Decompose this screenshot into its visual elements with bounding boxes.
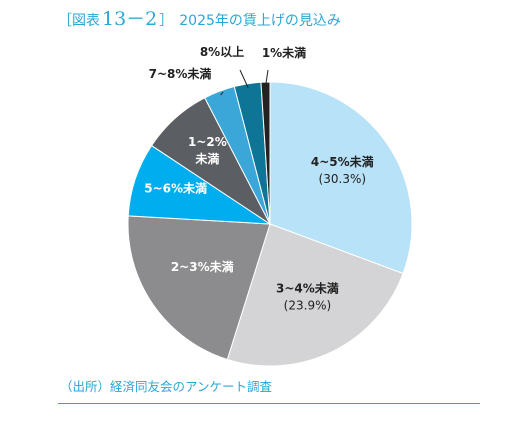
figure-title: ［図表 13－2 ］ 2025年の賃上げの見込み [58, 6, 341, 32]
slice-category-label: 3~4%未満 [276, 281, 339, 296]
slice-label: 3~4%未満 (23.9%) [276, 281, 339, 313]
pie-slice [260, 81, 271, 225]
slice-category-label: 7~8%未満 [149, 66, 212, 81]
leader-line [220, 91, 224, 96]
slice-category-label: 4~5%未満 [311, 154, 374, 169]
slice-category-label: 2~3%未満 [171, 259, 234, 274]
slice-label: 7~8%未満 [149, 66, 212, 81]
slice-category-label: 5~6%未満 [144, 181, 207, 196]
figure-title-open-bracket: ［ [58, 13, 72, 29]
pie-slice [127, 215, 271, 361]
slice-value-label: (23.9%) [284, 299, 331, 313]
slice-label: 2~3%未満 [171, 259, 234, 274]
slice-value-label: (30.3%) [319, 172, 366, 186]
slice-category-label: 8%以上 [200, 44, 244, 59]
slice-label: 1%未満 [262, 45, 306, 60]
figure-title-close-bracket: ］ [159, 13, 174, 29]
slice-category-label: 未満 [194, 151, 219, 166]
slice-label: 5~6%未満 [144, 181, 207, 196]
pie-labels: 4~5%未満 (30.3%) 3~4%未満 (23.9%) 2~3%未満 5~6%未満 1~… [144, 44, 373, 313]
pie-slice [269, 81, 413, 275]
leader-line [239, 69, 249, 88]
slice-label: 1~2% 未満 [188, 135, 227, 166]
pie-slice [226, 223, 404, 367]
chart-title: 2025年の賃上げの見込み [179, 13, 341, 29]
bottom-rule [58, 403, 480, 404]
figure-label: 図表 [72, 13, 100, 29]
slice-label: 8%以上 [200, 44, 244, 59]
figure-number: 13－2 [102, 8, 158, 30]
leader-line [265, 69, 269, 87]
slice-label: 4~5%未満 (30.3%) [311, 154, 374, 186]
slice-category-label: 1~2% [188, 135, 227, 149]
pie-leader-lines [220, 69, 269, 96]
source-note: （出所）経済同友会のアンケート調査 [60, 379, 273, 394]
slice-category-label: 1%未満 [262, 45, 306, 60]
pie-slices [127, 81, 413, 367]
